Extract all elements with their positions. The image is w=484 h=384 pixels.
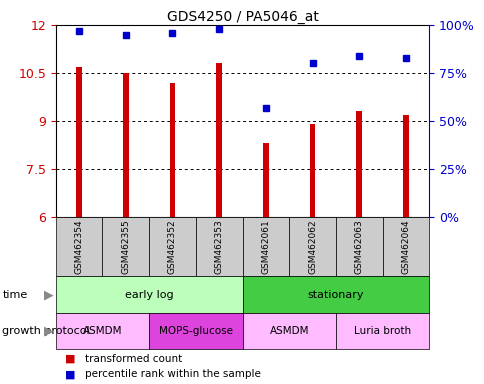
Text: GSM462062: GSM462062 — [307, 219, 317, 274]
Text: GSM462352: GSM462352 — [167, 219, 177, 274]
Bar — [288, 217, 335, 276]
Bar — [169, 83, 175, 217]
Bar — [56, 276, 242, 313]
Bar — [335, 217, 382, 276]
Text: GSM462061: GSM462061 — [261, 219, 270, 274]
Text: GSM462064: GSM462064 — [401, 219, 409, 274]
Text: ■: ■ — [65, 369, 76, 379]
Bar — [242, 217, 288, 276]
Text: ■: ■ — [65, 354, 76, 364]
Text: time: time — [2, 290, 28, 300]
Bar — [309, 124, 315, 217]
Bar — [242, 276, 428, 313]
Text: GSM462355: GSM462355 — [121, 219, 130, 274]
Bar — [149, 217, 196, 276]
Bar — [149, 313, 242, 349]
Bar — [56, 217, 102, 276]
Text: ▶: ▶ — [44, 288, 53, 301]
Text: growth protocol: growth protocol — [2, 326, 90, 336]
Text: stationary: stationary — [307, 290, 363, 300]
Title: GDS4250 / PA5046_at: GDS4250 / PA5046_at — [166, 10, 318, 24]
Bar — [196, 217, 242, 276]
Text: GSM462354: GSM462354 — [75, 219, 83, 274]
Text: ASMDM: ASMDM — [83, 326, 122, 336]
Text: ▶: ▶ — [44, 325, 53, 338]
Bar — [102, 217, 149, 276]
Text: Luria broth: Luria broth — [353, 326, 410, 336]
Bar — [262, 143, 268, 217]
Text: ASMDM: ASMDM — [269, 326, 308, 336]
Bar — [123, 73, 128, 217]
Text: percentile rank within the sample: percentile rank within the sample — [85, 369, 260, 379]
Text: MOPS-glucose: MOPS-glucose — [158, 326, 232, 336]
Text: GSM462063: GSM462063 — [354, 219, 363, 274]
Bar — [76, 66, 82, 217]
Bar — [382, 217, 428, 276]
Bar — [216, 63, 222, 217]
Text: transformed count: transformed count — [85, 354, 182, 364]
Bar — [335, 313, 428, 349]
Text: early log: early log — [124, 290, 173, 300]
Bar — [356, 111, 361, 217]
Text: GSM462353: GSM462353 — [214, 219, 223, 274]
Bar — [402, 114, 408, 217]
Bar — [242, 313, 335, 349]
Bar — [56, 313, 149, 349]
